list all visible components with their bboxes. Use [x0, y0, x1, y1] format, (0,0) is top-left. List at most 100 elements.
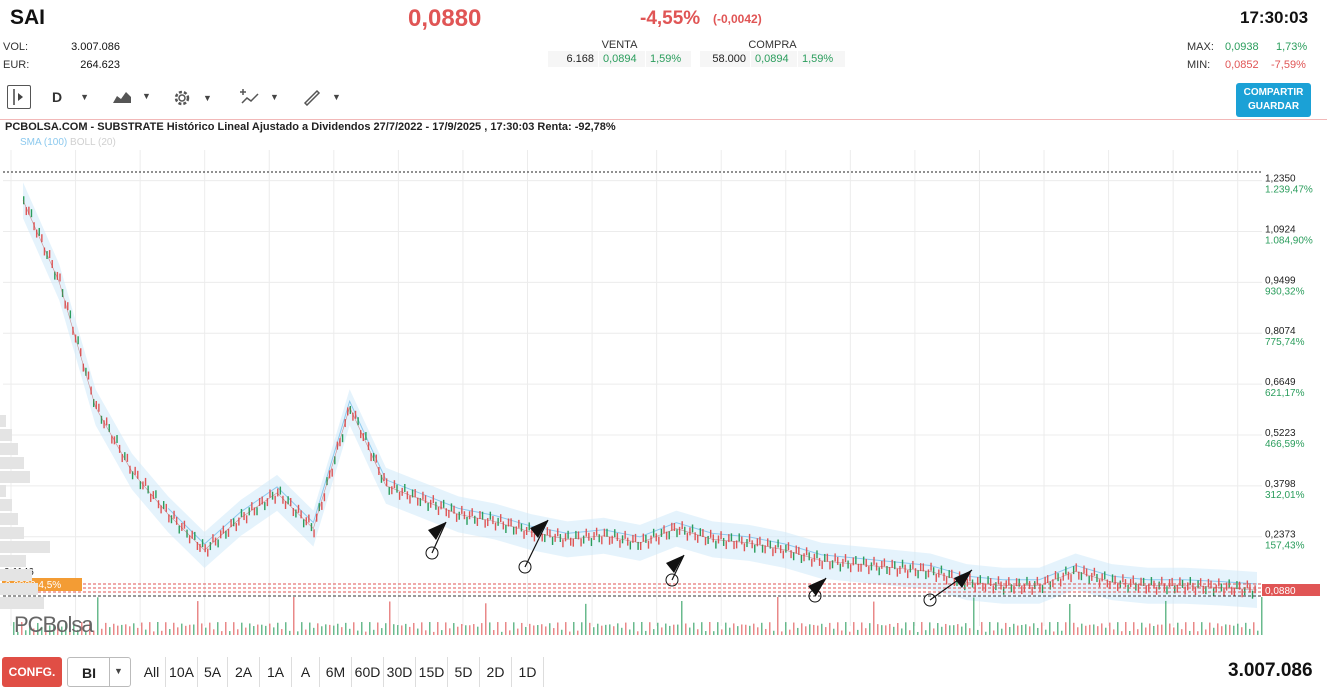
volume-bar: [729, 627, 731, 635]
candle: [938, 569, 940, 578]
candle: [733, 541, 735, 550]
annotation-arrowhead[interactable]: [954, 570, 972, 588]
volume-bar: [817, 625, 819, 635]
candle: [23, 196, 25, 205]
candle: [777, 539, 779, 548]
range-button-a[interactable]: A: [292, 657, 320, 687]
candle: [1142, 577, 1145, 586]
period-selector[interactable]: D ▼: [52, 89, 89, 105]
candle: [725, 541, 727, 550]
config-button[interactable]: CONFG.: [2, 657, 62, 687]
annotation-arrowhead[interactable]: [666, 555, 684, 573]
chart-type-selector[interactable]: ▼: [112, 88, 151, 104]
range-button-1a[interactable]: 1A: [260, 657, 292, 687]
volume-bar: [1077, 627, 1079, 635]
save-label: GUARDAR: [1247, 101, 1300, 112]
bi-selector[interactable]: BI ▼: [67, 657, 131, 687]
volume-bar: [1085, 625, 1087, 635]
annotation-arrowhead[interactable]: [530, 520, 548, 538]
range-button-2a[interactable]: 2A: [228, 657, 260, 687]
volume-profile-bar: [0, 499, 12, 511]
range-button-5a[interactable]: 5A: [198, 657, 228, 687]
candle: [308, 514, 310, 523]
candle: [979, 575, 982, 584]
volume-bar: [649, 622, 651, 635]
drawing-tools-selector[interactable]: ▼: [302, 88, 341, 106]
candle: [686, 532, 689, 541]
volume-bar: [229, 631, 231, 635]
candle: [487, 518, 489, 527]
annotation-circle[interactable]: [923, 593, 937, 607]
candle: [116, 434, 118, 443]
candle: [481, 511, 484, 520]
volume-bar: [609, 624, 611, 635]
volume-bar: [857, 629, 859, 635]
annotation-line[interactable]: [671, 554, 685, 581]
volume-bar: [453, 623, 455, 635]
candle: [935, 573, 937, 582]
volume-bar: [809, 624, 811, 635]
range-button-15d[interactable]: 15D: [416, 657, 448, 687]
candle: [396, 484, 398, 493]
candle: [157, 500, 160, 509]
volume-bar: [405, 623, 407, 635]
volume-bar: [329, 624, 331, 635]
candle: [1059, 578, 1062, 587]
candle: [761, 544, 764, 553]
range-button-all[interactable]: All: [138, 657, 166, 687]
candle: [868, 566, 870, 575]
range-button-30d[interactable]: 30D: [384, 657, 416, 687]
annotation-circle[interactable]: [518, 560, 532, 574]
candle: [186, 529, 188, 538]
volume-bar: [733, 623, 735, 635]
volume-profile-bar: [0, 513, 18, 525]
volume-profile-bar: [0, 485, 6, 497]
volume-bar: [245, 627, 247, 635]
annotation-circle[interactable]: [665, 573, 679, 587]
candle: [188, 535, 191, 544]
candle: [1067, 571, 1070, 580]
volume-bar: [1145, 627, 1147, 635]
candle: [238, 517, 240, 526]
candle: [331, 468, 333, 477]
range-button-60d[interactable]: 60D: [352, 657, 384, 687]
candle: [518, 519, 520, 528]
candle: [150, 493, 152, 502]
settings-selector[interactable]: ▼: [171, 87, 212, 109]
volume-bar: [961, 626, 963, 635]
share-save-button[interactable]: COMPARTIR GUARDAR: [1236, 83, 1311, 117]
annotation-arrowhead[interactable]: [428, 522, 446, 540]
range-button-2d[interactable]: 2D: [480, 657, 512, 687]
candle: [173, 510, 175, 519]
candle: [269, 489, 271, 498]
volume-bar: [473, 624, 475, 635]
candle: [455, 513, 458, 522]
volume-bar: [325, 624, 327, 635]
candle: [287, 496, 289, 505]
volume-bar: [973, 597, 975, 635]
volume-bar: [1017, 625, 1019, 635]
annotation-line[interactable]: [524, 519, 549, 568]
annotation-arrowhead[interactable]: [808, 578, 826, 596]
candle: [1109, 581, 1111, 590]
annotation-circle[interactable]: [425, 546, 439, 560]
candle: [764, 545, 766, 554]
indicators-selector[interactable]: ▼: [238, 88, 279, 106]
volume-bar: [1057, 622, 1059, 635]
range-button-6m[interactable]: 6M: [320, 657, 352, 687]
candle: [56, 271, 59, 280]
candle: [25, 207, 27, 216]
toggle-panel-icon[interactable]: [7, 85, 31, 109]
candle: [948, 570, 950, 579]
range-button-5d[interactable]: 5D: [448, 657, 480, 687]
volume-profile-bar: [0, 569, 32, 581]
candle: [264, 502, 266, 511]
candle: [839, 563, 842, 572]
range-button-10a[interactable]: 10A: [166, 657, 198, 687]
candle: [512, 526, 515, 535]
range-button-1d[interactable]: 1D: [512, 657, 544, 687]
volume-bar: [445, 622, 447, 635]
chevron-down-icon: ▼: [203, 93, 212, 103]
candle: [570, 537, 572, 546]
